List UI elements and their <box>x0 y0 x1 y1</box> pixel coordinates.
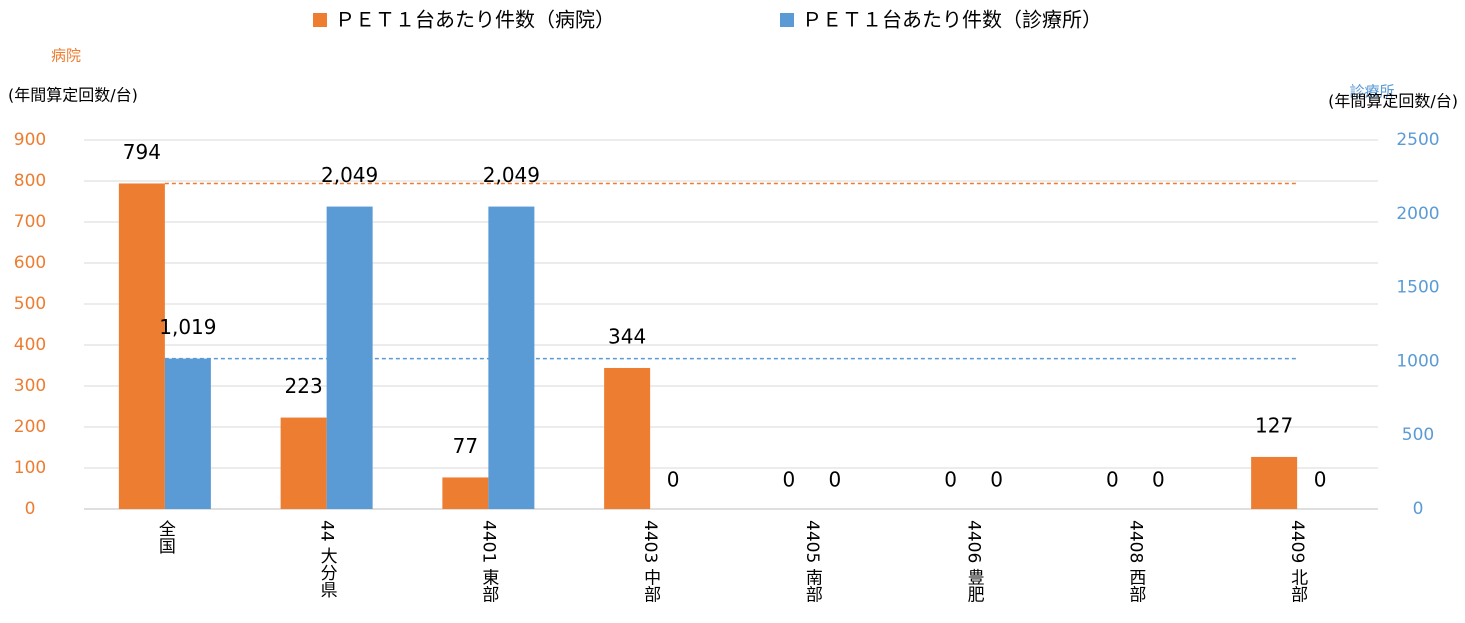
x-tick-label: 4408 西部 <box>1125 520 1146 603</box>
legend-label: ＰＥＴ１台あたり件数（病院） <box>335 8 615 32</box>
y2-axis-unit: (年間算定回数/台) <box>1328 92 1458 111</box>
value-label: 0 <box>1106 468 1119 492</box>
bar <box>488 206 535 509</box>
value-label: 344 <box>608 324 646 348</box>
value-label: 223 <box>285 374 323 398</box>
value-label: 2,049 <box>483 163 540 187</box>
y2-tick-label: 2000 <box>1396 204 1439 224</box>
value-label: 0 <box>944 468 957 492</box>
value-label: 0 <box>1314 468 1327 492</box>
bar <box>604 367 651 509</box>
value-label: 2,049 <box>321 163 378 187</box>
value-label: 0 <box>667 468 680 492</box>
x-tick-label: 4406 豊肥 <box>964 520 985 603</box>
bar <box>442 477 489 509</box>
y2-tick-label: 1000 <box>1396 351 1439 371</box>
value-label: 77 <box>453 434 478 458</box>
y-tick-label: 100 <box>14 458 46 478</box>
value-label: 1,019 <box>159 315 216 339</box>
value-label: 0 <box>783 468 796 492</box>
legend-label: ＰＥＴ１台あたり件数（診療所） <box>802 8 1102 32</box>
y-tick-label: 900 <box>14 130 46 150</box>
y2-tick-label: 500 <box>1402 425 1434 445</box>
value-label: 127 <box>1255 413 1293 437</box>
x-tick-label: 全国 <box>155 520 176 554</box>
bar <box>164 358 211 509</box>
value-label: 794 <box>123 140 161 164</box>
x-tick-label: 4401 東部 <box>478 520 499 603</box>
y-tick-label: 500 <box>14 294 46 314</box>
x-tick-label: 44 大分県 <box>317 520 338 598</box>
legend-swatch <box>780 13 794 27</box>
y-tick-label: 800 <box>14 171 46 191</box>
x-tick-label: 4409 北部 <box>1287 520 1308 603</box>
y2-tick-label: 2500 <box>1396 130 1439 150</box>
y-tick-label: 700 <box>14 212 46 232</box>
x-tick-label: 4403 中部 <box>640 520 661 603</box>
bar <box>1251 456 1298 509</box>
y2-tick-label: 0 <box>1413 499 1424 519</box>
y-tick-label: 400 <box>14 335 46 355</box>
value-label: 0 <box>829 468 842 492</box>
legend-swatch <box>313 13 327 27</box>
y2-axis-title: 診療所 <box>1349 83 1394 101</box>
bar <box>118 183 165 509</box>
y-tick-label: 0 <box>25 499 36 519</box>
y-tick-label: 300 <box>14 376 46 396</box>
y2-tick-label: 1500 <box>1396 278 1439 298</box>
y-tick-label: 600 <box>14 253 46 273</box>
y-tick-label: 200 <box>14 417 46 437</box>
value-label: 0 <box>1152 468 1165 492</box>
bar <box>280 417 327 509</box>
y-axis-unit: (年間算定回数/台) <box>8 86 138 105</box>
x-tick-label: 4405 南部 <box>802 520 823 603</box>
y-axis-title: 病院 <box>51 47 81 65</box>
value-label: 0 <box>990 468 1003 492</box>
bar <box>326 206 373 509</box>
